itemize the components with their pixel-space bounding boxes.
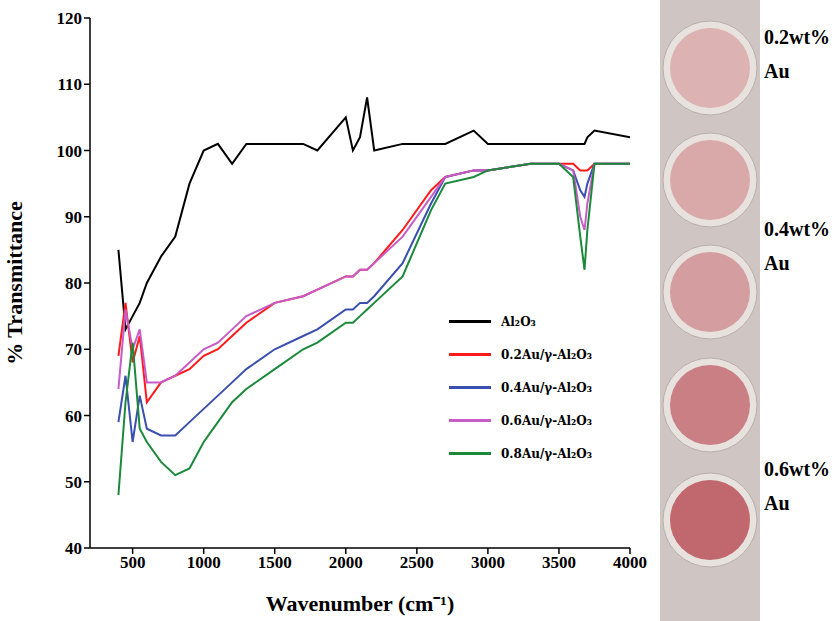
svg-text:1000: 1000 xyxy=(187,553,221,572)
svg-text:90: 90 xyxy=(65,208,82,227)
html-text:Au: Au xyxy=(764,492,790,514)
svg-text:100: 100 xyxy=(57,142,83,161)
svg-text:2500: 2500 xyxy=(400,553,434,572)
html-text:0.6Au/γ-Al₂O₃: 0.6Au/γ-Al₂O₃ xyxy=(501,413,592,428)
svg-text:50: 50 xyxy=(65,473,82,492)
svg-text:% Transmittance: % Transmittance xyxy=(2,201,27,365)
html-text:0.2wt%: 0.2wt% xyxy=(764,26,831,48)
html-text:0.2Au/γ-Al₂O₃: 0.2Au/γ-Al₂O₃ xyxy=(501,347,592,362)
html-text:Au: Au xyxy=(764,60,790,82)
svg-text:3500: 3500 xyxy=(542,553,576,572)
svg-text:40: 40 xyxy=(65,539,82,558)
html-text:0.8Au/γ-Al₂O₃: 0.8Au/γ-Al₂O₃ xyxy=(501,446,592,461)
svg-text:110: 110 xyxy=(57,75,82,94)
html-text:0.4Au/γ-Al₂O₃: 0.4Au/γ-Al₂O₃ xyxy=(501,380,592,395)
html-text:Au: Au xyxy=(764,252,790,274)
svg-text:70: 70 xyxy=(65,340,82,359)
html-text:0.4wt%: 0.4wt% xyxy=(764,218,831,240)
svg-text:1500: 1500 xyxy=(258,553,292,572)
svg-text:2000: 2000 xyxy=(329,553,363,572)
svg-text:4000: 4000 xyxy=(613,553,647,572)
svg-text:60: 60 xyxy=(65,407,82,426)
svg-text:80: 80 xyxy=(65,274,82,293)
svg-text:500: 500 xyxy=(120,553,146,572)
svg-text:3000: 3000 xyxy=(471,553,505,572)
svg-text:120: 120 xyxy=(57,9,83,28)
svg-text:Wavenumber (cm⁻¹): Wavenumber (cm⁻¹) xyxy=(266,591,455,616)
html-text:Al₂O₃: Al₂O₃ xyxy=(501,314,536,329)
html-text:0.6wt%: 0.6wt% xyxy=(764,458,831,480)
